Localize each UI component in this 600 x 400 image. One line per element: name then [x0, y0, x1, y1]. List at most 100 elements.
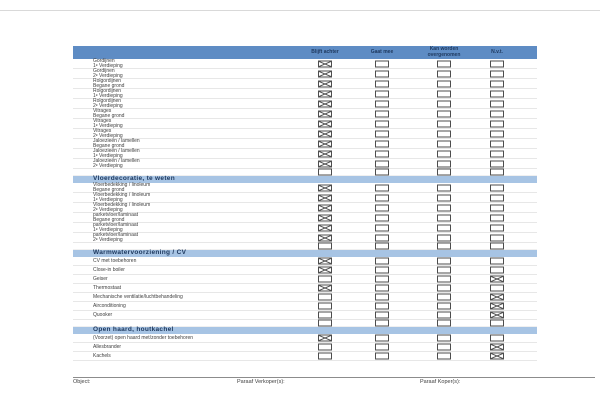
- checkbox-kan-worden-overgenomen[interactable]: [437, 110, 451, 117]
- checkbox-blijft-achter[interactable]: [318, 204, 332, 211]
- checkbox-blijft-achter[interactable]: [318, 352, 332, 360]
- checkbox-gaat-mee[interactable]: [375, 194, 389, 201]
- checkbox-nvt[interactable]: [490, 184, 504, 191]
- checkbox-nvt[interactable]: [490, 150, 504, 157]
- checkbox-blijft-achter[interactable]: [318, 140, 332, 147]
- checkbox-nvt[interactable]: [490, 319, 504, 327]
- checkbox-blijft-achter[interactable]: [318, 70, 332, 77]
- checkbox-gaat-mee[interactable]: [375, 130, 389, 137]
- checkbox-nvt[interactable]: [490, 343, 504, 351]
- checkbox-blijft-achter[interactable]: [318, 242, 332, 250]
- checkbox-kan-worden-overgenomen[interactable]: [437, 293, 451, 301]
- checkbox-gaat-mee[interactable]: [375, 70, 389, 77]
- checkbox-kan-worden-overgenomen[interactable]: [437, 311, 451, 319]
- checkbox-nvt[interactable]: [490, 266, 504, 274]
- checkbox-gaat-mee[interactable]: [375, 275, 389, 283]
- checkbox-nvt[interactable]: [490, 275, 504, 283]
- checkbox-kan-worden-overgenomen[interactable]: [437, 194, 451, 201]
- checkbox-nvt[interactable]: [490, 60, 504, 67]
- checkbox-kan-worden-overgenomen[interactable]: [437, 257, 451, 265]
- checkbox-blijft-achter[interactable]: [318, 60, 332, 67]
- checkbox-gaat-mee[interactable]: [375, 352, 389, 360]
- checkbox-blijft-achter[interactable]: [318, 275, 332, 283]
- checkbox-gaat-mee[interactable]: [375, 311, 389, 319]
- checkbox-kan-worden-overgenomen[interactable]: [437, 275, 451, 283]
- checkbox-blijft-achter[interactable]: [318, 110, 332, 117]
- checkbox-kan-worden-overgenomen[interactable]: [437, 334, 451, 342]
- checkbox-gaat-mee[interactable]: [375, 90, 389, 97]
- checkbox-kan-worden-overgenomen[interactable]: [437, 168, 451, 176]
- checkbox-kan-worden-overgenomen[interactable]: [437, 266, 451, 274]
- checkbox-kan-worden-overgenomen[interactable]: [437, 224, 451, 231]
- checkbox-nvt[interactable]: [490, 160, 504, 167]
- checkbox-kan-worden-overgenomen[interactable]: [437, 214, 451, 221]
- checkbox-blijft-achter[interactable]: [318, 234, 332, 241]
- checkbox-nvt[interactable]: [490, 110, 504, 117]
- checkbox-nvt[interactable]: [490, 352, 504, 360]
- checkbox-gaat-mee[interactable]: [375, 168, 389, 176]
- checkbox-kan-worden-overgenomen[interactable]: [437, 204, 451, 211]
- checkbox-nvt[interactable]: [490, 214, 504, 221]
- checkbox-gaat-mee[interactable]: [375, 319, 389, 327]
- checkbox-nvt[interactable]: [490, 224, 504, 231]
- checkbox-gaat-mee[interactable]: [375, 302, 389, 310]
- checkbox-kan-worden-overgenomen[interactable]: [437, 140, 451, 147]
- checkbox-nvt[interactable]: [490, 80, 504, 87]
- checkbox-gaat-mee[interactable]: [375, 100, 389, 107]
- checkbox-blijft-achter[interactable]: [318, 120, 332, 127]
- checkbox-nvt[interactable]: [490, 257, 504, 265]
- checkbox-nvt[interactable]: [490, 100, 504, 107]
- checkbox-nvt[interactable]: [490, 234, 504, 241]
- checkbox-kan-worden-overgenomen[interactable]: [437, 150, 451, 157]
- checkbox-gaat-mee[interactable]: [375, 60, 389, 67]
- checkbox-nvt[interactable]: [490, 204, 504, 211]
- checkbox-gaat-mee[interactable]: [375, 284, 389, 292]
- checkbox-blijft-achter[interactable]: [318, 224, 332, 231]
- checkbox-gaat-mee[interactable]: [375, 266, 389, 274]
- checkbox-gaat-mee[interactable]: [375, 140, 389, 147]
- checkbox-kan-worden-overgenomen[interactable]: [437, 100, 451, 107]
- checkbox-kan-worden-overgenomen[interactable]: [437, 130, 451, 137]
- checkbox-blijft-achter[interactable]: [318, 160, 332, 167]
- checkbox-gaat-mee[interactable]: [375, 214, 389, 221]
- checkbox-gaat-mee[interactable]: [375, 160, 389, 167]
- checkbox-nvt[interactable]: [490, 130, 504, 137]
- checkbox-kan-worden-overgenomen[interactable]: [437, 70, 451, 77]
- checkbox-gaat-mee[interactable]: [375, 234, 389, 241]
- checkbox-nvt[interactable]: [490, 90, 504, 97]
- checkbox-blijft-achter[interactable]: [318, 214, 332, 221]
- checkbox-kan-worden-overgenomen[interactable]: [437, 352, 451, 360]
- checkbox-kan-worden-overgenomen[interactable]: [437, 284, 451, 292]
- checkbox-kan-worden-overgenomen[interactable]: [437, 160, 451, 167]
- checkbox-gaat-mee[interactable]: [375, 110, 389, 117]
- checkbox-nvt[interactable]: [490, 140, 504, 147]
- checkbox-blijft-achter[interactable]: [318, 302, 332, 310]
- checkbox-blijft-achter[interactable]: [318, 184, 332, 191]
- checkbox-nvt[interactable]: [490, 334, 504, 342]
- checkbox-nvt[interactable]: [490, 311, 504, 319]
- checkbox-blijft-achter[interactable]: [318, 311, 332, 319]
- checkbox-nvt[interactable]: [490, 284, 504, 292]
- checkbox-gaat-mee[interactable]: [375, 204, 389, 211]
- checkbox-kan-worden-overgenomen[interactable]: [437, 120, 451, 127]
- checkbox-gaat-mee[interactable]: [375, 343, 389, 351]
- checkbox-nvt[interactable]: [490, 70, 504, 77]
- checkbox-blijft-achter[interactable]: [318, 150, 332, 157]
- checkbox-nvt[interactable]: [490, 302, 504, 310]
- checkbox-gaat-mee[interactable]: [375, 293, 389, 301]
- checkbox-blijft-achter[interactable]: [318, 284, 332, 292]
- checkbox-blijft-achter[interactable]: [318, 90, 332, 97]
- checkbox-blijft-achter[interactable]: [318, 343, 332, 351]
- checkbox-kan-worden-overgenomen[interactable]: [437, 343, 451, 351]
- checkbox-nvt[interactable]: [490, 120, 504, 127]
- checkbox-gaat-mee[interactable]: [375, 257, 389, 265]
- checkbox-kan-worden-overgenomen[interactable]: [437, 80, 451, 87]
- checkbox-gaat-mee[interactable]: [375, 224, 389, 231]
- checkbox-gaat-mee[interactable]: [375, 184, 389, 191]
- checkbox-blijft-achter[interactable]: [318, 100, 332, 107]
- checkbox-gaat-mee[interactable]: [375, 150, 389, 157]
- checkbox-kan-worden-overgenomen[interactable]: [437, 302, 451, 310]
- checkbox-nvt[interactable]: [490, 293, 504, 301]
- checkbox-blijft-achter[interactable]: [318, 293, 332, 301]
- checkbox-gaat-mee[interactable]: [375, 242, 389, 250]
